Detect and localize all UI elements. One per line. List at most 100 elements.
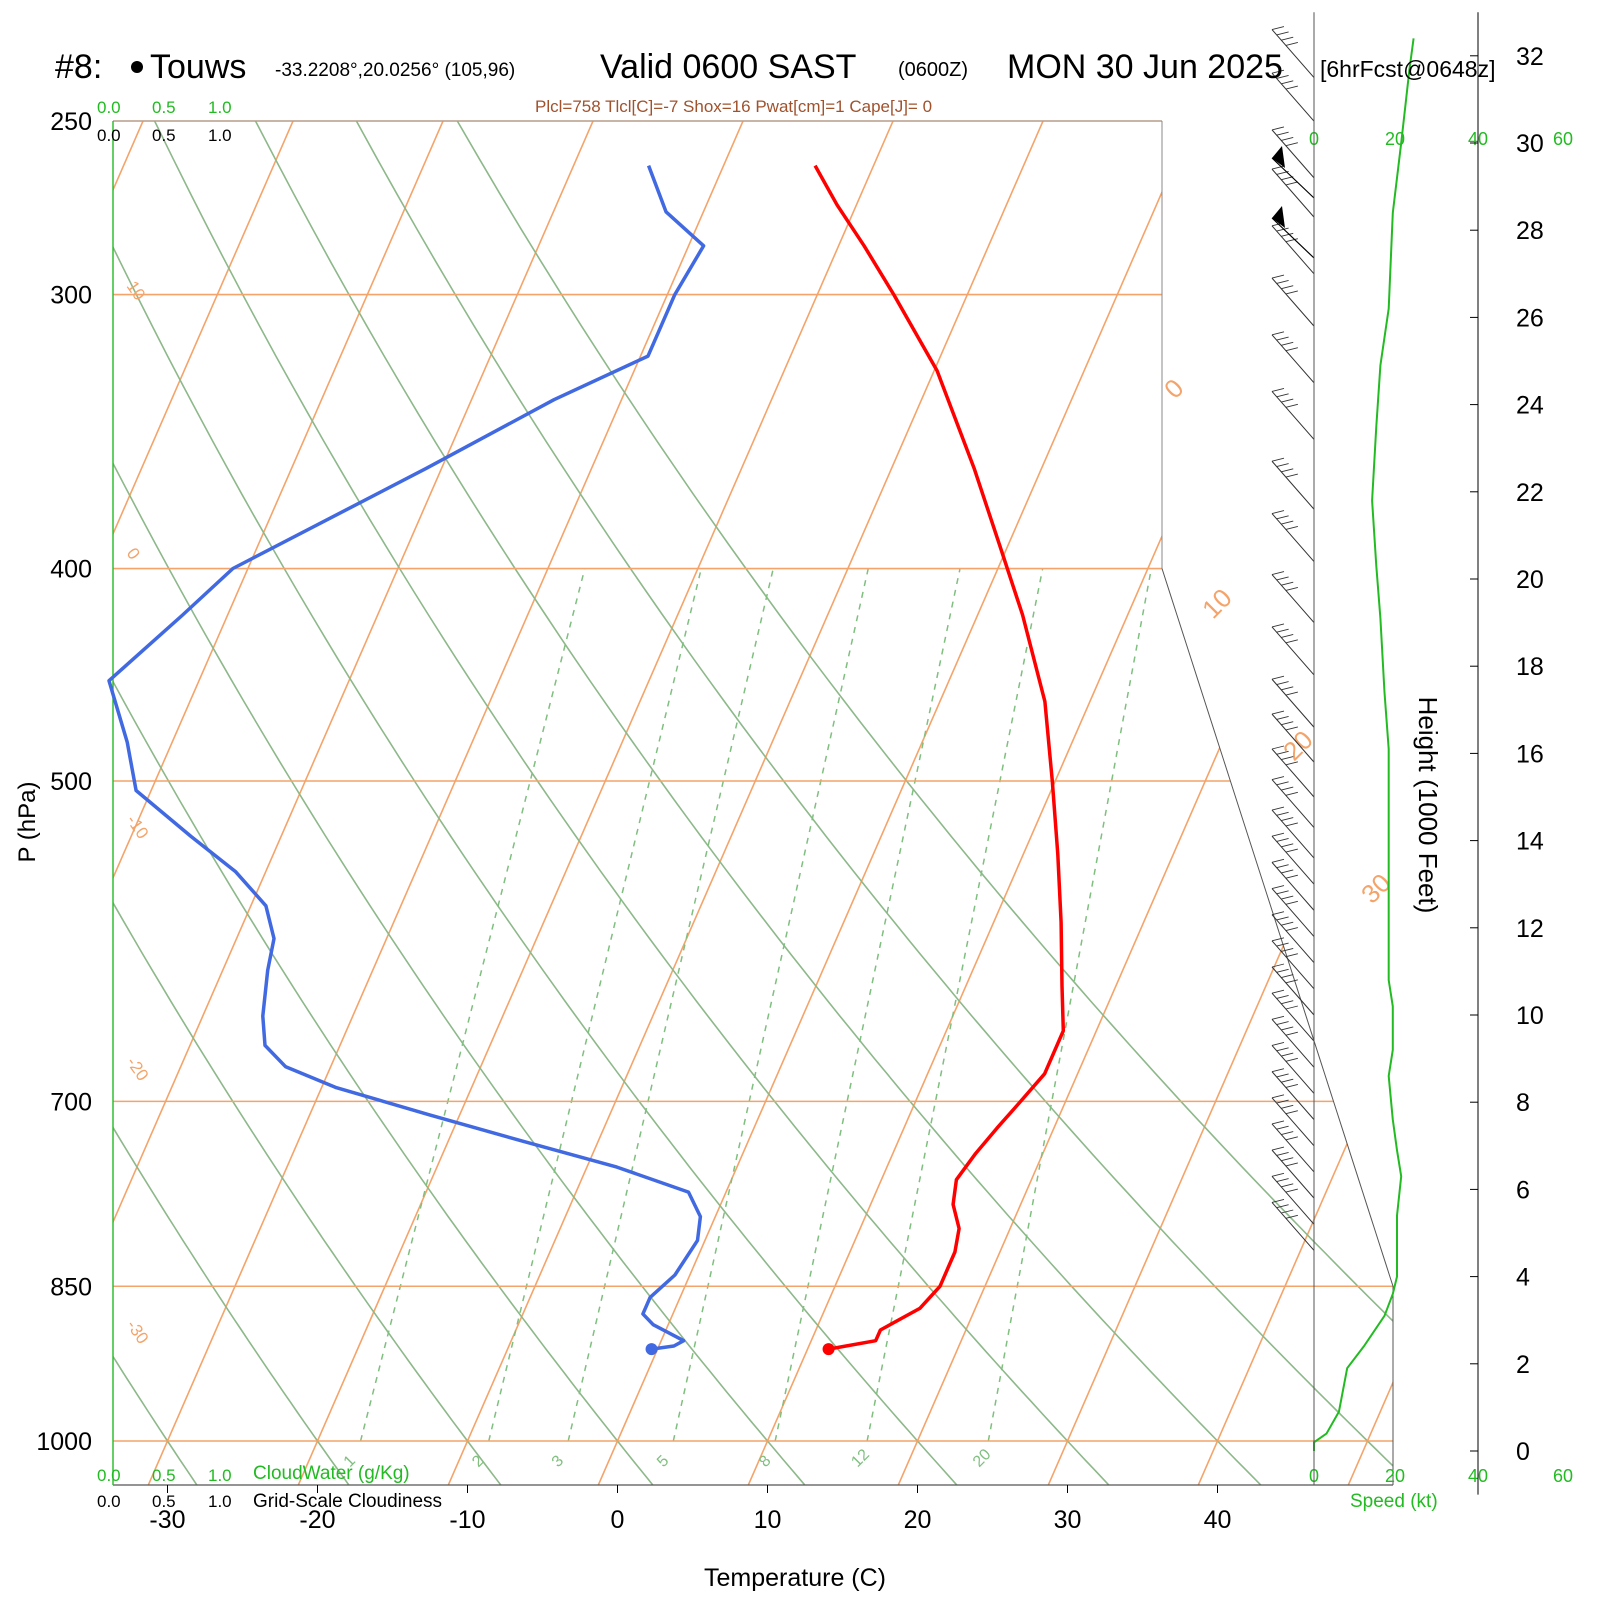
wind-barb-feather	[1276, 1099, 1289, 1104]
mixing-ratio-line	[987, 568, 1153, 1442]
wind-barb-staff	[1271, 225, 1315, 275]
wind-barb-feather	[1276, 227, 1289, 232]
isotherm-line	[1034, 121, 1393, 1485]
speed-tick-top-20: 20	[1385, 129, 1405, 149]
wind-barb-feather	[1281, 686, 1294, 691]
wind-barb-feather	[1281, 1131, 1294, 1135]
wind-barb-feather	[1276, 131, 1289, 136]
pressure-tick-label: 400	[50, 556, 92, 584]
height-tick-label: 30	[1516, 130, 1544, 158]
wind-barb-feather	[1271, 1094, 1285, 1099]
wind-barb-staff	[1271, 678, 1315, 728]
wind-barb-feather	[1281, 581, 1294, 586]
wind-barb-feather	[1281, 1104, 1294, 1109]
wind-barb-feather	[1285, 238, 1298, 243]
wind-barb-staff	[1271, 1123, 1315, 1173]
dry-adiabats	[113, 121, 1393, 1485]
wind-barb-feather	[1271, 571, 1285, 576]
wind-barb-feather	[1271, 623, 1285, 628]
wind-barb-feather	[1276, 1021, 1289, 1026]
wind-barb-staff	[1271, 888, 1315, 937]
wind-barb-feather	[1281, 974, 1294, 978]
cloudwater-scale-bottom-2: 1.0	[208, 1466, 232, 1485]
cloudiness-label: Grid-Scale Cloudiness	[253, 1491, 442, 1512]
mixing-ratio-label: 3	[549, 1452, 567, 1470]
wind-barb-feather	[1271, 1146, 1285, 1151]
frame-right-slant	[1161, 568, 1394, 1485]
wind-barb-feather	[1276, 1151, 1289, 1156]
isotherm-line	[884, 121, 1393, 1485]
valid-time: Valid 0600 SAST	[600, 48, 856, 86]
wind-barb-feather	[1285, 587, 1298, 591]
height-tick-label: 8	[1516, 1089, 1530, 1117]
mixing-ratio-label: 20	[970, 1446, 995, 1471]
isotherm-label-right: 0	[1158, 373, 1189, 404]
wind-barb-feather	[1271, 745, 1285, 750]
wind-barb-staff	[1271, 129, 1315, 179]
wind-barb-feather	[1276, 838, 1289, 842]
wind-barb-feather	[1281, 921, 1294, 926]
wind-barb-feather	[1281, 520, 1294, 525]
height-tick-label: 10	[1516, 1002, 1544, 1030]
wind-barb-feather	[1285, 639, 1298, 644]
speed-axis-title: Speed (kt)	[1350, 1491, 1438, 1512]
x-tick-label: 20	[904, 1506, 932, 1534]
wind-barb-staff	[1271, 1045, 1315, 1094]
wind-barb-feather	[1281, 232, 1294, 237]
zulu-time: (0600Z)	[898, 59, 968, 81]
isotherm-line	[434, 121, 1061, 1485]
dry-adiabat-line	[113, 121, 206, 1485]
wind-barb-feather	[1276, 715, 1289, 720]
x-tick-label: 10	[754, 1506, 782, 1534]
cloudwater-scale-bottom-0: 0.0	[97, 1466, 121, 1485]
wind-barb-staff-top	[1271, 217, 1315, 259]
wind-barb-feather	[1271, 1172, 1285, 1177]
wind-barb-feather	[1281, 895, 1294, 900]
wind-barb-feather	[1281, 80, 1294, 85]
wind-barb-feather	[1276, 628, 1289, 633]
wind-barb-feather	[1285, 1031, 1298, 1036]
dry-adiabat-line	[334, 121, 1393, 1485]
cloudiness-scale-bottom-1: 0.5	[152, 1492, 176, 1511]
height-tick-label: 16	[1516, 740, 1544, 768]
height-tick-label: 26	[1516, 304, 1544, 332]
wind-barb-feather	[1271, 806, 1285, 811]
wind-barb-feather	[1281, 36, 1294, 41]
wind-barb-staff	[1271, 1018, 1315, 1068]
wind-barb-feather	[1281, 1078, 1294, 1083]
wind-barb-feather	[1276, 515, 1289, 520]
wind-barb-feather	[1285, 142, 1298, 147]
wind-barb-feather	[1285, 525, 1298, 530]
isotherm-label-left: -30	[123, 1316, 153, 1347]
wind-barb-feather	[1276, 31, 1289, 36]
wind-barb-feather	[1271, 1042, 1285, 1046]
cloudiness-scale-bottom-0: 0.0	[97, 1492, 121, 1511]
mixing-ratio-line	[567, 568, 774, 1442]
wind-barb-feather	[1281, 721, 1294, 726]
pressure-tick-label: 700	[50, 1088, 92, 1116]
wind-barb-feather	[1271, 1015, 1285, 1020]
wind-barb-staff	[1271, 862, 1315, 911]
wind-speed-line	[1313, 38, 1415, 1451]
mixing-ratio-lines: 1 2 3 5 8 12 20	[341, 568, 1153, 1471]
wind-barb-feather	[1285, 1110, 1298, 1115]
speed-tick-bottom-60: 60	[1553, 1466, 1573, 1486]
wind-barb-feather	[1285, 1188, 1298, 1193]
height-axis-title: Height (1000 Feet)	[1413, 697, 1443, 914]
mixing-ratio-line	[359, 568, 586, 1442]
wind-barb-feather	[1271, 675, 1285, 680]
wind-barb-staff	[1271, 334, 1315, 384]
isotherm-line	[1334, 121, 1393, 1485]
wind-barb-feather	[1281, 1000, 1294, 1005]
wind-barb-feather	[1281, 634, 1294, 638]
wind-barb-feather	[1285, 900, 1298, 905]
wind-barb-feather	[1285, 1162, 1298, 1167]
wind-barb-feather	[1276, 968, 1289, 973]
x-tick-label: -30	[149, 1506, 185, 1534]
wind-barb-staff	[1271, 779, 1315, 828]
wind-barb-feather	[1271, 937, 1285, 942]
wind-barb-feather	[1271, 885, 1285, 889]
cloudwater-scale-top-0: 0.0	[97, 98, 121, 117]
wind-barb-feather	[1276, 1073, 1289, 1078]
height-tick-label: 28	[1516, 217, 1544, 245]
